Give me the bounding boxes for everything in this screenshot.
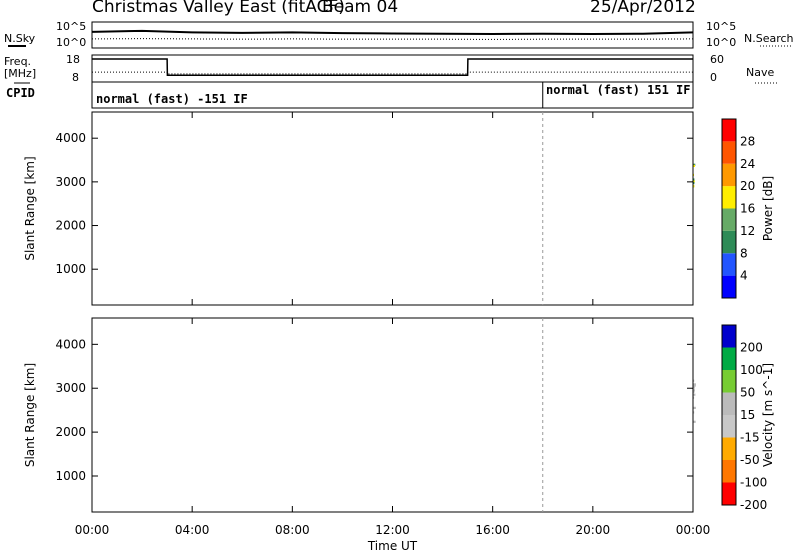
power-panel-ytick-label: 4000 [55, 131, 86, 145]
power-panel-colorbar-label: Power [dB] [761, 176, 775, 241]
freq-tick-18: 18 [66, 53, 80, 66]
count-tick-bottom-right: 10^0 [706, 36, 737, 49]
freq-label: Freq. [4, 55, 32, 68]
power-panel-ytick-label: 3000 [55, 175, 86, 189]
count-tick-top-right: 10^5 [706, 20, 737, 33]
power-panel-colorbar-segment [722, 230, 736, 254]
nsearch-line [91, 38, 694, 40]
power-panel-colorbar-segment [722, 119, 736, 142]
radar-title: Christmas Valley East (fitACF) [92, 0, 345, 17]
nave-tick-0: 0 [710, 71, 717, 84]
cpid-panel-frame [91, 81, 694, 109]
nave-tick-60: 60 [710, 53, 724, 66]
nsearch-label: N.Search [744, 32, 794, 45]
power-panel-ylabel: Slant Range [km] [23, 156, 37, 260]
power-panel-colorbar-tick-label: 12 [740, 224, 755, 238]
power-panel-colorbar-tick-label: 24 [740, 157, 755, 171]
nsky-label: N.Sky [4, 32, 36, 45]
power-panel-background [92, 112, 693, 305]
noise-panel-frame [91, 21, 694, 49]
power-panel-colorbar-tick-label: 28 [740, 134, 755, 148]
power-panel-colorbar-frame [721, 118, 737, 299]
mode-label-2: normal (fast) 151 IF [546, 83, 691, 97]
power-panel-colorbar-segment [722, 141, 736, 164]
nsky-line [91, 29, 694, 35]
mode-label-1: normal (fast) -151 IF [96, 92, 248, 106]
nave-label: Nave [746, 66, 775, 79]
beam-label: Beam 04 [322, 0, 399, 17]
power-panel-colorbar-segment [722, 253, 736, 276]
power-panel-colorbar-tick-label: 20 [740, 179, 755, 193]
power-panel-colorbar-segment [722, 163, 736, 187]
date-label: 25/Apr/2012 [590, 0, 696, 17]
power-panel-colorbar-segment [722, 186, 736, 209]
nave-line [92, 71, 693, 75]
power-panel-colorbar-tick-label: 16 [740, 202, 755, 216]
power-panel-colorbar-segment [722, 208, 736, 231]
freq-tick-8: 8 [72, 71, 79, 84]
power-panel-ytick-label: 2000 [55, 219, 86, 233]
power-panel-colorbar-segment [722, 275, 736, 298]
power-panel-colorbar-tick-label: 4 [740, 269, 748, 283]
cpid-label: CPID [6, 86, 35, 100]
count-tick-bottom-left: 10^0 [56, 36, 87, 49]
velocity-panel-cell [692, 420, 696, 423]
velocity-panel-cell [692, 393, 696, 396]
velocity-panel-cell [692, 406, 696, 409]
power-panel-colorbar-tick-label: 8 [740, 246, 748, 260]
count-tick-top-left: 10^5 [56, 20, 87, 33]
power-panel-cell [692, 163, 696, 166]
freq-unit: [MHz] [4, 67, 37, 80]
power-panel-ytick-label: 1000 [55, 262, 86, 276]
freq-line [92, 58, 693, 76]
